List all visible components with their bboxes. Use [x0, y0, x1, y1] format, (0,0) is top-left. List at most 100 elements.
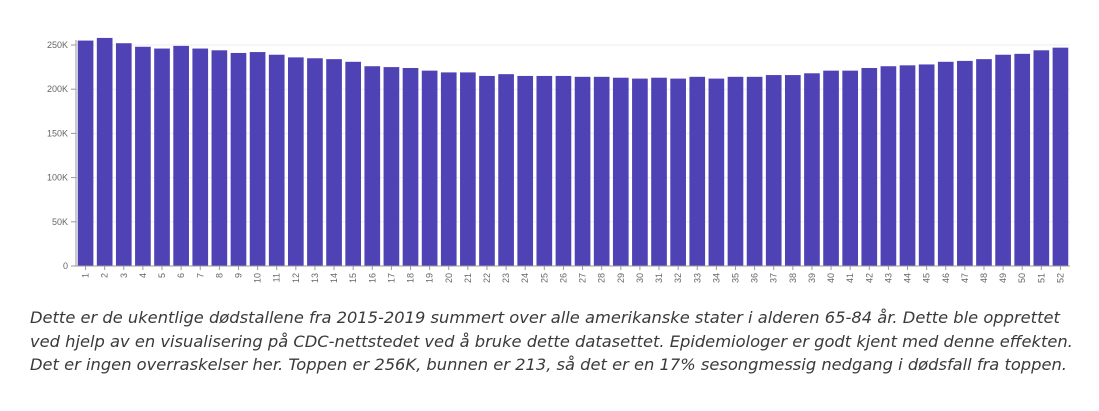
bar-week-37 [765, 75, 782, 266]
x-tick-labels: 1 2 3 4 5 6 7 8 9 10 11 12 13 14 15 16 17 18 19 20 21 22 23 24 2… [81, 273, 1066, 283]
x-tick-label: 24 [520, 273, 530, 283]
y-tick-label: 250K [47, 40, 68, 50]
bar-week-13 [307, 58, 323, 267]
x-tick-label: 40 [826, 273, 836, 283]
x-tick-label: 50 [1017, 273, 1027, 283]
bar-week-23 [498, 74, 514, 266]
x-tick-label: 37 [769, 273, 779, 283]
x-tick-label: 19 [425, 273, 435, 283]
x-tick-label: 17 [386, 273, 396, 283]
y-tick-label: 150K [47, 128, 68, 138]
x-tick-label: 15 [348, 273, 358, 283]
x-tick-label: 2 [100, 273, 110, 278]
bar-week-44 [899, 65, 916, 266]
x-tick-label: 13 [310, 273, 320, 283]
bar-week-8 [211, 50, 228, 266]
x-tick-label: 42 [864, 273, 874, 283]
x-tick-label: 33 [692, 273, 702, 283]
bar-week-3 [115, 43, 132, 267]
bar-week-51 [1033, 50, 1050, 266]
x-tick-label: 43 [883, 273, 893, 283]
bar-week-17 [383, 67, 400, 266]
x-tick-label: 34 [711, 273, 721, 283]
y-tick-label: 100K [47, 173, 68, 183]
chart-caption: Dette er de ukentlige dødstallene fra 20… [30, 308, 1073, 374]
bar-week-36 [746, 76, 763, 266]
y-tick-labels: 0 50K 100K 150K 200K 250K [47, 40, 68, 271]
x-tick-label: 32 [673, 273, 683, 283]
bar-week-48 [976, 59, 992, 266]
x-tick-label: 36 [750, 273, 760, 283]
bar-week-20 [440, 72, 457, 267]
x-tick-label: 16 [367, 273, 377, 283]
bar-week-5 [154, 48, 170, 266]
bar-week-43 [880, 66, 897, 266]
bar-week-34 [708, 78, 725, 266]
bar-week-2 [96, 37, 113, 267]
bar-week-28 [593, 76, 610, 266]
x-tick-label: 38 [788, 273, 798, 283]
x-tick-label: 27 [578, 273, 588, 283]
x-tick-label: 30 [635, 273, 645, 283]
bars [77, 37, 1069, 267]
bar-week-49 [995, 54, 1011, 266]
y-tick-label: 50K [52, 217, 68, 227]
x-tick-label: 9 [233, 273, 243, 278]
x-tick-label: 4 [138, 273, 148, 278]
bar-week-11 [268, 54, 285, 266]
x-tick-label: 23 [501, 273, 511, 283]
bar-week-26 [555, 75, 572, 266]
bar-week-1 [77, 40, 94, 266]
x-tick-label: 1 [81, 273, 91, 278]
bar-week-14 [326, 59, 342, 266]
bar-week-7 [192, 48, 209, 266]
bar-week-27 [574, 76, 591, 266]
bar-week-52 [1052, 47, 1069, 267]
bar-week-47 [957, 60, 973, 266]
bar-week-42 [861, 67, 878, 266]
x-tick-label: 3 [119, 273, 129, 278]
x-tick-label: 12 [291, 273, 301, 283]
bar-week-46 [937, 61, 954, 266]
axes [71, 40, 1070, 270]
x-tick-label: 14 [329, 273, 339, 283]
x-tick-label: 39 [807, 273, 817, 283]
x-tick-label: 20 [444, 273, 454, 283]
bar-week-40 [823, 70, 839, 266]
bar-week-50 [1014, 53, 1031, 267]
x-tick-label: 49 [998, 273, 1008, 283]
bar-week-33 [689, 76, 706, 266]
x-tick-label: 45 [922, 273, 932, 283]
bar-week-21 [460, 72, 476, 267]
weekly-deaths-chart: 0 50K 100K 150K 200K 250K 1 2 3 4 5 6 7 8 9 10 11 12 13 14… [47, 37, 1070, 283]
bar-week-25 [536, 75, 553, 266]
bar-week-29 [612, 77, 629, 267]
bar-week-35 [727, 76, 744, 266]
bar-week-41 [842, 70, 859, 266]
x-tick-label: 29 [616, 273, 626, 283]
x-tick-label: 18 [406, 273, 416, 283]
x-tick-label: 26 [558, 273, 568, 283]
bar-week-32 [670, 78, 686, 266]
x-tick-label: 31 [654, 273, 664, 283]
x-tick-label: 6 [176, 273, 186, 278]
x-tick-label: 25 [539, 273, 549, 283]
x-tick-label: 11 [272, 273, 282, 282]
x-tick-label: 47 [960, 273, 970, 283]
x-tick-label: 22 [482, 273, 492, 283]
x-tick-label: 41 [845, 273, 855, 283]
bar-week-15 [345, 61, 362, 266]
y-tick-label: 200K [47, 84, 68, 94]
bar-week-45 [918, 64, 935, 266]
x-tick-label: 51 [1036, 273, 1046, 283]
x-tick-label: 21 [463, 273, 473, 283]
bar-week-12 [287, 57, 304, 266]
x-tick-label: 48 [979, 273, 989, 283]
x-tick-label: 5 [157, 273, 167, 278]
bar-week-22 [479, 75, 495, 266]
bar-week-30 [632, 78, 648, 266]
x-tick-label: 8 [214, 273, 224, 278]
x-tick-label: 10 [253, 273, 263, 283]
bar-week-38 [784, 75, 801, 266]
bar-week-10 [249, 52, 266, 266]
